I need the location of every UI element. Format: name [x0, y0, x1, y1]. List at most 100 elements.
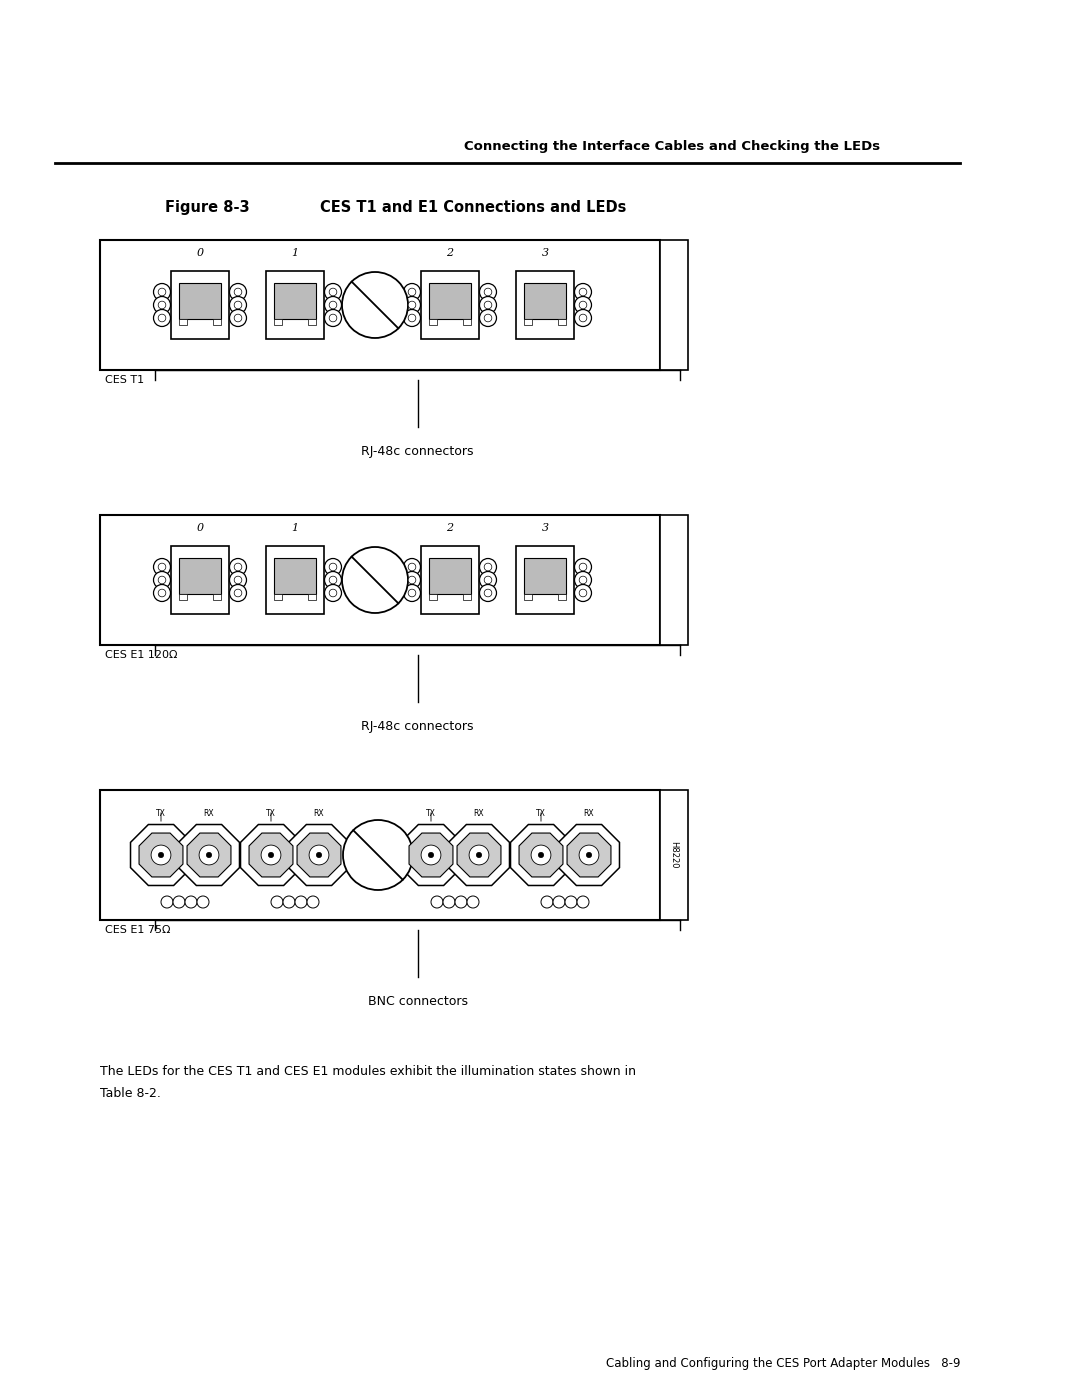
- Circle shape: [206, 852, 212, 858]
- Circle shape: [579, 302, 586, 309]
- Text: 2: 2: [446, 249, 454, 258]
- Bar: [660, 789, 688, 921]
- Circle shape: [408, 288, 416, 296]
- Bar: [421, 271, 480, 339]
- Circle shape: [329, 590, 337, 597]
- Circle shape: [429, 852, 434, 858]
- Circle shape: [329, 576, 337, 584]
- Bar: [660, 515, 688, 645]
- Polygon shape: [448, 824, 510, 886]
- Polygon shape: [187, 833, 231, 877]
- Circle shape: [173, 895, 185, 908]
- Polygon shape: [178, 824, 240, 886]
- Text: 3: 3: [541, 522, 549, 534]
- Circle shape: [161, 895, 173, 908]
- Polygon shape: [457, 833, 501, 877]
- Circle shape: [575, 559, 592, 576]
- Bar: [421, 546, 480, 615]
- Circle shape: [480, 296, 497, 313]
- Text: Cabling and Configuring the CES Port Adapter Modules   8-9: Cabling and Configuring the CES Port Ada…: [606, 1356, 960, 1370]
- Bar: [100, 789, 660, 921]
- Circle shape: [324, 310, 341, 327]
- Circle shape: [577, 895, 589, 908]
- Text: RX: RX: [313, 809, 324, 819]
- Circle shape: [234, 576, 242, 584]
- Circle shape: [229, 571, 246, 588]
- Circle shape: [408, 576, 416, 584]
- Circle shape: [541, 895, 553, 908]
- Text: 1: 1: [292, 522, 298, 534]
- Circle shape: [476, 852, 482, 858]
- Circle shape: [467, 895, 480, 908]
- Circle shape: [159, 852, 164, 858]
- Bar: [179, 594, 188, 601]
- Text: RX: RX: [583, 809, 594, 819]
- Text: CES T1 and E1 Connections and LEDs: CES T1 and E1 Connections and LEDs: [320, 200, 626, 215]
- Circle shape: [309, 845, 329, 865]
- Bar: [179, 284, 221, 319]
- Circle shape: [421, 845, 441, 865]
- Circle shape: [343, 820, 413, 890]
- Text: CES T1: CES T1: [105, 374, 144, 386]
- Circle shape: [185, 895, 197, 908]
- Circle shape: [153, 559, 171, 576]
- Bar: [171, 546, 229, 615]
- Circle shape: [153, 296, 171, 313]
- Text: RJ-48c connectors: RJ-48c connectors: [361, 446, 474, 458]
- Text: TX: TX: [536, 809, 545, 819]
- Text: CES E1 120Ω: CES E1 120Ω: [105, 650, 177, 659]
- Circle shape: [329, 563, 337, 571]
- Circle shape: [480, 284, 497, 300]
- Circle shape: [153, 310, 171, 327]
- Circle shape: [261, 845, 281, 865]
- Circle shape: [342, 548, 408, 613]
- Circle shape: [579, 563, 586, 571]
- Circle shape: [158, 563, 166, 571]
- Text: 2: 2: [446, 522, 454, 534]
- Text: 0: 0: [197, 249, 203, 258]
- Circle shape: [408, 563, 416, 571]
- Circle shape: [408, 590, 416, 597]
- Circle shape: [342, 272, 408, 338]
- Bar: [660, 240, 688, 370]
- Bar: [274, 284, 315, 319]
- Bar: [524, 559, 566, 594]
- Polygon shape: [297, 833, 341, 877]
- Bar: [179, 559, 221, 594]
- Text: CES E1 75Ω: CES E1 75Ω: [105, 925, 171, 935]
- Circle shape: [153, 584, 171, 602]
- Polygon shape: [241, 824, 301, 886]
- Bar: [557, 319, 566, 326]
- Bar: [524, 594, 532, 601]
- Bar: [516, 546, 573, 615]
- Circle shape: [324, 559, 341, 576]
- Circle shape: [324, 571, 341, 588]
- Bar: [516, 271, 573, 339]
- Circle shape: [295, 895, 307, 908]
- Polygon shape: [409, 833, 453, 877]
- Circle shape: [158, 576, 166, 584]
- Circle shape: [579, 288, 586, 296]
- Circle shape: [329, 314, 337, 321]
- Bar: [179, 319, 188, 326]
- Text: Figure 8-3: Figure 8-3: [165, 200, 249, 215]
- Circle shape: [404, 310, 420, 327]
- Bar: [524, 319, 532, 326]
- Circle shape: [324, 296, 341, 313]
- Text: RX: RX: [474, 809, 484, 819]
- Circle shape: [484, 302, 491, 309]
- Bar: [429, 319, 437, 326]
- Circle shape: [480, 584, 497, 602]
- Text: TX: TX: [266, 809, 275, 819]
- Circle shape: [431, 895, 443, 908]
- Text: Connecting the Interface Cables and Checking the LEDs: Connecting the Interface Cables and Chec…: [464, 140, 880, 154]
- Circle shape: [229, 584, 246, 602]
- Polygon shape: [139, 833, 183, 877]
- Circle shape: [329, 302, 337, 309]
- Bar: [171, 271, 229, 339]
- Circle shape: [575, 571, 592, 588]
- Text: H8220: H8220: [670, 841, 678, 869]
- Bar: [524, 284, 566, 319]
- Circle shape: [283, 895, 295, 908]
- Text: The LEDs for the CES T1 and CES E1 modules exhibit the illumination states shown: The LEDs for the CES T1 and CES E1 modul…: [100, 1065, 636, 1078]
